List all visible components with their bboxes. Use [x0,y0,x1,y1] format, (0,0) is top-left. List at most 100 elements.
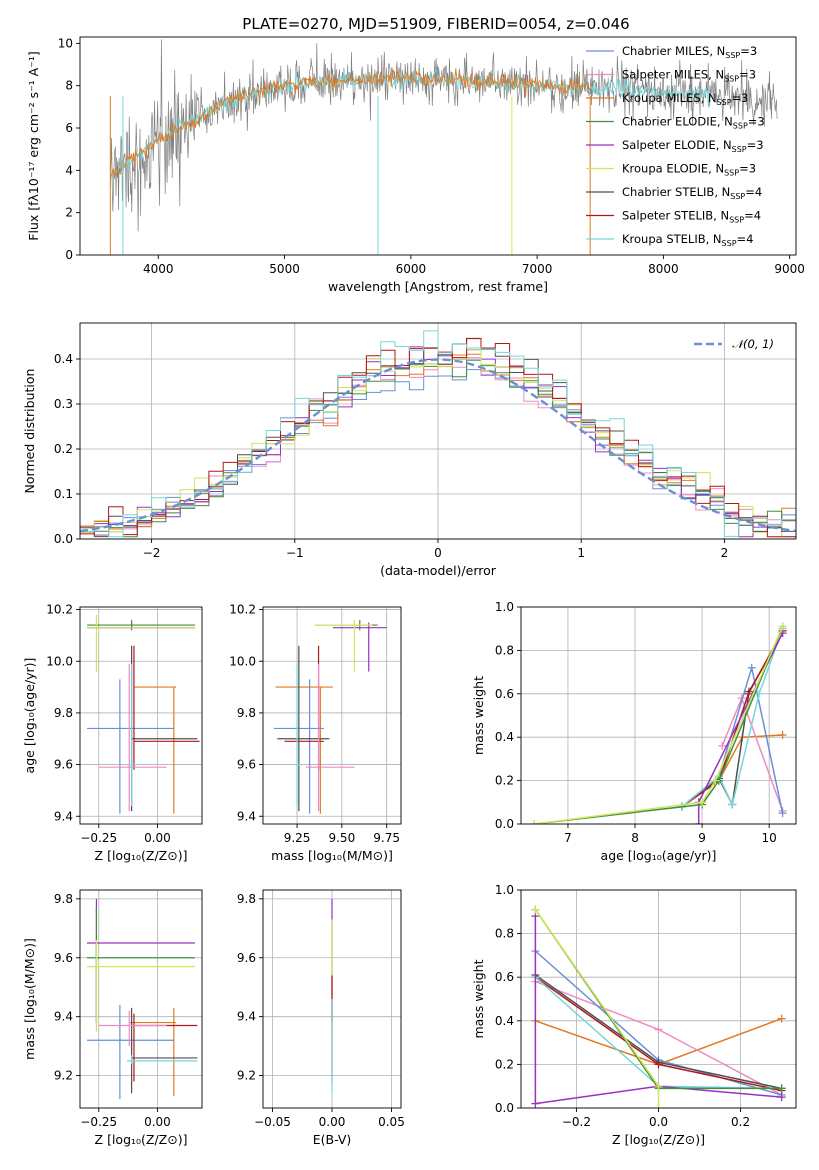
weight-marker [654,1082,663,1091]
legend: 𝒩(0, 1) [694,337,774,351]
y-tick-label: 6 [65,121,73,135]
x-tick-label: 6000 [396,262,427,276]
legend: Chabrier MILES, NSSP=3 Salpeter MILES, NS… [586,44,765,248]
x-tick-label: 7000 [522,262,553,276]
weight-marker [694,820,703,824]
x-tick-label: −0.25 [80,831,117,845]
y-tick-label: 0.6 [495,970,514,984]
weight-marker [778,809,787,818]
weight-marker [777,1014,786,1023]
x-tick-label: 7 [564,831,572,845]
data-point [87,622,195,631]
x-tick-label: 0.05 [378,1115,405,1129]
y-tick-label: 9.6 [237,951,256,965]
plot-area [109,39,778,255]
y-tick-label: 9.6 [54,758,73,772]
y-tick-label: 0.4 [495,730,514,744]
age_vs_Z-panel: −0.25 0.00 9.4 9.6 9.8 10.0 10.2 Z [log₁₀(Z/Z⊙)… [22,603,203,863]
x-tick-label: 0 [434,546,442,560]
weight-marker [778,622,787,631]
plot-area [530,622,787,824]
data-point [87,907,195,1023]
x-tick-label: 8 [631,831,639,845]
x-axis-label: Z [log₁₀(Z/Z⊙)] [95,1132,188,1147]
legend-entry: Salpeter ELODIE, NSSP=3 [622,138,764,154]
grid [80,607,202,824]
x-tick-label: 5000 [269,262,300,276]
model-spectrum [109,68,591,180]
weight-series [534,626,784,824]
data-point [126,1054,198,1064]
data-point [87,614,195,672]
y-axis-label: Flux [fλ10⁻¹⁷ erg cm⁻² s⁻¹ A⁻¹] [26,51,41,240]
weight-marker [744,689,753,698]
axes-frame [262,889,402,1109]
gaussian-curve [80,358,796,533]
legend-entry: Chabrier STELIB, NSSP=4 [622,185,762,201]
grid [521,889,796,1109]
y-tick-label: 9.4 [237,1010,256,1024]
y-tick-label: 0.4 [54,352,73,366]
panels: 4000 5000 6000 7000 8000 90000246810wavelengt… [22,36,805,1147]
axes-frame [520,889,797,1109]
x-tick-label: −2 [143,546,161,560]
x-tick-label: 1 [577,546,585,560]
y-tick-label: 10.0 [46,654,73,668]
data-point [275,686,333,814]
weight-marker [531,1099,540,1108]
x-tick-label: 0.00 [319,1115,346,1129]
grid [263,607,401,824]
data-point [87,619,195,628]
weight-marker [777,1084,786,1093]
y-tick-label: 1.0 [495,600,514,614]
grid [80,890,202,1108]
axes-frame [262,606,402,825]
x-tick-label: 0.0 [649,1115,668,1129]
weight-marker [718,741,727,750]
data-point [129,1007,177,1097]
weight-marker [654,1025,663,1034]
x-axis-label: Z [log₁₀(Z/Z⊙)] [95,848,188,863]
y-tick-label: 10.2 [229,603,256,617]
y-tick-label: 0.1 [54,487,73,501]
y-tick-label: 9.2 [237,1069,256,1083]
axes-frame [520,606,797,825]
x-tick-label: 4000 [143,262,174,276]
y-tick-label: 10.0 [229,654,256,668]
y-axis-label: age [log₁₀(age/yr)] [22,658,37,774]
weight-marker [747,663,756,672]
x-tick-label: −0.2 [562,1115,591,1129]
x-tick-label: 0.00 [144,831,171,845]
x-axis-label: Z [log₁₀(Z/Z⊙)] [612,1132,705,1147]
x-axis-label: (data-model)/error [380,563,497,578]
y-tick-label: 0.3 [54,397,73,411]
weight_vs_Z-panel: −0.2 0.0 0.2 0.0 0.2 0.4 0.6 0.8 1.0 Z [log₁₀(Z/Z… [471,883,797,1147]
y-tick-label: 10 [58,36,73,50]
y-tick-label: 0.4 [495,1014,514,1028]
mass_vs_ebv-panel: −0.05 0.00 0.05 9.2 9.4 9.6 9.8 E(B-V) [237,889,405,1147]
weight-marker [654,1060,663,1069]
data-point [133,645,200,770]
y-tick-label: 10.2 [46,603,73,617]
weight-marker [711,776,720,785]
residual-histogram [80,349,796,538]
legend-entry: Chabrier MILES, NSSP=3 [622,44,757,60]
x-tick-label: 0.00 [144,1115,171,1129]
y-tick-label: 0.0 [495,817,514,831]
weight_vs_age-panel: 7 8 9 10 0.0 0.2 0.4 0.6 0.8 1.0 age [log₁₀(age/yr… [471,600,797,863]
y-tick-label: 0.2 [495,774,514,788]
plot-area [87,614,200,814]
plot-area [273,619,387,814]
y-tick-label: 9.4 [54,809,73,823]
data-point [131,1013,198,1082]
grid [521,606,796,825]
y-axis-label: mass [log₁₀(M/M⊙)] [22,938,37,1060]
x-tick-label: 9.75 [373,831,400,845]
y-tick-label: 9.2 [54,1069,73,1083]
y-tick-label: 0.8 [495,927,514,941]
residual-histogram [80,330,796,538]
legend-entry: Salpeter MILES, NSSP=3 [622,68,756,84]
axes-frame [79,36,797,256]
data-point [295,663,301,806]
